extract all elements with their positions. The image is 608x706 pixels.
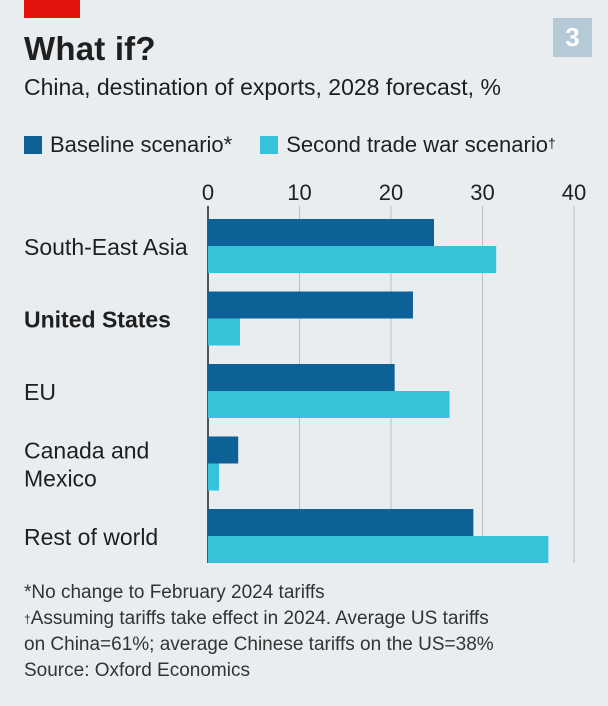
legend-item-trade-war: Second trade war scenario † — [260, 132, 556, 158]
footnote-trade-war-text: Assuming tariffs take effect in 2024. Av… — [30, 608, 489, 629]
bars — [208, 219, 549, 563]
footnote-trade-war-line1: †Assuming tariffs take effect in 2024. A… — [24, 606, 494, 632]
footnotes: *No change to February 2024 tariffs †Ass… — [24, 580, 494, 684]
category-label: Rest of world — [24, 524, 158, 550]
bar-trade-war — [208, 463, 219, 491]
bar-trade-war — [208, 246, 497, 273]
legend-dagger-mark: † — [547, 135, 556, 151]
category-label: Canada and Mexico — [24, 438, 149, 492]
legend-label-trade-war: Second trade war scenario — [286, 132, 548, 157]
x-tick-label: 10 — [287, 180, 311, 205]
category-label: South-East Asia — [24, 234, 188, 260]
bar-baseline — [208, 509, 474, 536]
category-label: EU — [24, 379, 56, 405]
category-labels: South-East Asia United States EU Canada and… — [24, 234, 188, 550]
chart-number-badge: 3 — [553, 18, 592, 57]
x-tick-label: 0 — [202, 180, 214, 205]
bar-baseline — [208, 219, 435, 246]
legend-swatch-trade-war — [260, 136, 279, 154]
bar-trade-war — [208, 536, 549, 563]
bar-baseline — [208, 436, 239, 464]
x-tick-label: 20 — [379, 180, 403, 205]
chart-subtitle: China, destination of exports, 2028 fore… — [24, 74, 501, 100]
footnote-baseline: *No change to February 2024 tariffs — [24, 582, 325, 603]
brand-red-tag — [24, 0, 80, 18]
bar-trade-war — [208, 318, 241, 346]
x-tick-label: 30 — [470, 180, 494, 205]
legend-swatch-baseline — [24, 136, 42, 154]
legend-item-baseline: Baseline scenario* — [24, 132, 232, 158]
bar-baseline — [208, 364, 395, 391]
bar-trade-war — [208, 391, 450, 418]
chart-title: What if? — [24, 30, 156, 67]
legend: Baseline scenario* Second trade war scen… — [24, 132, 584, 158]
x-tick-label: 40 — [562, 180, 586, 205]
source-note: Source: Oxford Economics — [24, 660, 250, 681]
bar-baseline — [208, 291, 413, 319]
legend-label-baseline: Baseline scenario* — [50, 132, 233, 157]
category-label: United States — [24, 307, 171, 333]
x-tick-labels: 0 10 20 30 40 — [202, 180, 586, 205]
footnote-trade-war-line2: on China=61%; average Chinese tariffs on… — [24, 634, 494, 655]
footnote-dagger-mark: † — [24, 612, 31, 626]
